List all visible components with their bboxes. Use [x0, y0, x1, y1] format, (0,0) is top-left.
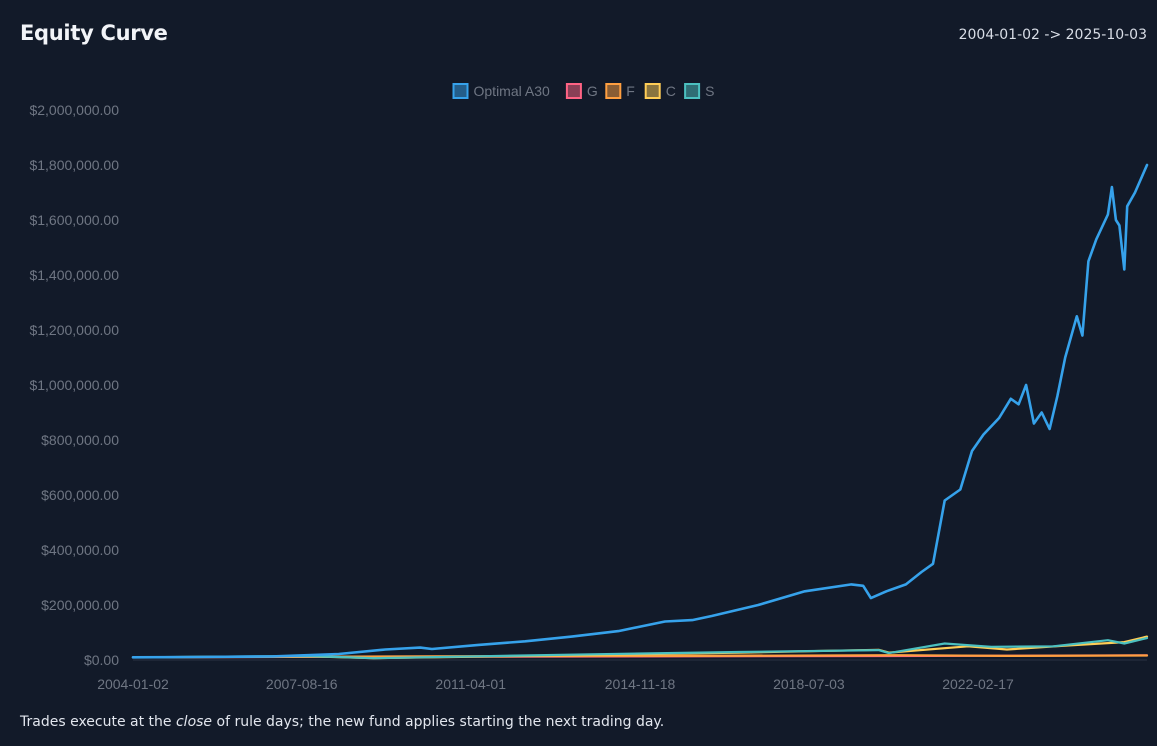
- series-lines: [131, 163, 1149, 660]
- legend-item-s[interactable]: S: [684, 83, 714, 99]
- legend-swatch: [684, 83, 701, 99]
- x-tick-label: 2014-11-18: [605, 676, 676, 692]
- equity-curve-chart: Optimal A30 G F C S $0.00 $200,000.00 $400,000…: [29, 83, 1149, 692]
- legend-swatch: [644, 83, 661, 99]
- x-tick-label: 2018-07-03: [773, 676, 845, 692]
- series-line-optimal-a30: [131, 163, 1149, 659]
- x-tick-label: 2007-08-16: [266, 676, 338, 692]
- legend-label: G: [587, 83, 598, 99]
- footnote: Trades execute at the close of rule days…: [20, 714, 664, 730]
- y-tick-label: $400,000.00: [41, 542, 119, 558]
- legend-swatch: [452, 83, 469, 99]
- y-tick-label: $1,600,000.00: [29, 212, 119, 228]
- footnote-emphasis: close: [175, 714, 213, 730]
- legend-label: S: [705, 83, 714, 99]
- legend-item-g[interactable]: G: [565, 83, 598, 99]
- y-tick-label: $0.00: [84, 652, 119, 668]
- legend-label: Optimal A30: [474, 83, 550, 99]
- y-tick-label: $600,000.00: [41, 487, 119, 503]
- y-tick-label: $2,000,000.00: [29, 102, 119, 118]
- x-tick-label: 2022-02-17: [942, 676, 1014, 692]
- x-axis: 2004-01-02 2007-08-16 2011-04-01 2014-11-18…: [97, 676, 1014, 692]
- y-tick-label: $1,200,000.00: [29, 322, 119, 338]
- series-line-s: [131, 636, 1149, 660]
- y-tick-label: $200,000.00: [41, 597, 119, 613]
- y-tick-label: $800,000.00: [41, 432, 119, 448]
- footnote-text-end: of rule days; the new fund applies start…: [212, 714, 665, 730]
- legend-item-c[interactable]: C: [644, 83, 676, 99]
- legend-item-optimal-a30[interactable]: Optimal A30: [452, 83, 550, 99]
- y-tick-label: $1,800,000.00: [29, 157, 119, 173]
- legend-item-f[interactable]: F: [605, 83, 635, 99]
- footnote-text-start: Trades execute at the: [20, 714, 176, 730]
- chart-legend[interactable]: Optimal A30 G F C S: [452, 83, 715, 99]
- legend-label: F: [626, 83, 635, 99]
- y-tick-label: $1,000,000.00: [29, 377, 119, 393]
- date-range-label: 2004-01-02 -> 2025-10-03: [958, 27, 1147, 43]
- legend-label: C: [666, 83, 676, 99]
- x-tick-label: 2011-04-01: [435, 676, 506, 692]
- y-tick-label: $1,400,000.00: [29, 267, 119, 283]
- y-axis: $0.00 $200,000.00 $400,000.00 $600,000.00 $8…: [29, 102, 119, 668]
- x-tick-label: 2004-01-02: [97, 676, 169, 692]
- legend-swatch: [605, 83, 622, 99]
- chart-title: Equity Curve: [20, 21, 168, 45]
- legend-swatch: [565, 83, 582, 99]
